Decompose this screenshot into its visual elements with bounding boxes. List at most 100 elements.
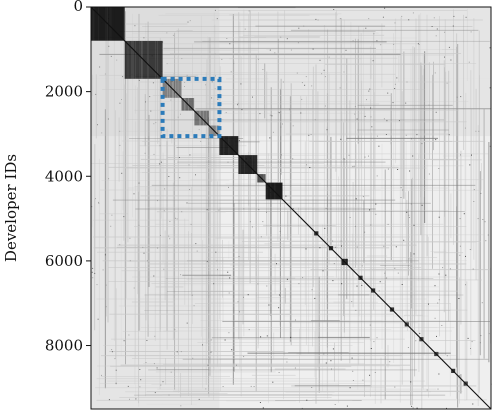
noise-speck [241, 109, 243, 111]
noise-speck [384, 7, 386, 9]
noise-speck [292, 158, 294, 160]
noise-speck [465, 255, 466, 257]
noise-speck [384, 272, 386, 274]
noise-speck [364, 115, 366, 117]
noise-speck [376, 175, 378, 177]
noise-speck [138, 80, 140, 81]
noise-speck [297, 42, 299, 44]
noise-speck [469, 164, 471, 166]
noise-speck [229, 43, 231, 45]
noise-speck [370, 348, 372, 349]
noise-speck [428, 303, 429, 305]
noise-speck [176, 218, 178, 220]
noise-speck [309, 167, 311, 168]
noise-speck [159, 163, 161, 165]
noise-speck [411, 138, 412, 140]
noise-speck [133, 193, 135, 195]
y-tick-label-0: 0 [73, 0, 83, 15]
noise-speck [311, 387, 313, 388]
noise-speck [217, 98, 219, 100]
noise-speck [286, 38, 288, 40]
noise-speck [448, 46, 450, 48]
noise-speck [228, 292, 230, 294]
noise-speck [368, 90, 370, 92]
noise-speck [397, 169, 399, 170]
noise-speck [169, 238, 171, 240]
noise-speck [188, 164, 190, 166]
noise-speck [407, 347, 409, 348]
noise-speck [472, 403, 474, 405]
noise-speck [189, 189, 190, 190]
noise-speck [478, 130, 480, 132]
noise-speck [268, 304, 270, 306]
noise-speck [91, 206, 93, 208]
noise-speck [465, 284, 466, 286]
noise-speck [296, 72, 298, 74]
noise-speck [210, 351, 212, 353]
noise-speck [111, 214, 113, 216]
noise-speck [438, 373, 440, 375]
noise-speck [445, 274, 447, 276]
noise-speck [442, 267, 444, 269]
noise-speck [174, 329, 176, 331]
noise-speck [180, 405, 182, 407]
noise-speck [160, 161, 162, 163]
noise-speck [248, 329, 250, 331]
noise-speck [166, 63, 168, 65]
noise-speck [157, 200, 158, 202]
noise-speck [458, 298, 460, 299]
noise-speck [193, 305, 195, 307]
noise-speck [142, 246, 144, 248]
noise-speck [473, 201, 475, 202]
noise-speck [98, 202, 100, 204]
noise-speck [331, 368, 332, 370]
noise-speck [421, 204, 423, 206]
noise-speck [369, 324, 371, 326]
noise-speck [408, 258, 410, 260]
noise-speck [108, 45, 110, 47]
noise-speck [279, 294, 281, 296]
noise-speck [325, 207, 327, 209]
noise-speck [143, 252, 145, 254]
noise-speck [376, 135, 378, 137]
noise-speck [395, 246, 397, 248]
noise-speck [408, 217, 410, 218]
noise-speck [157, 247, 158, 249]
noise-speck [211, 81, 213, 83]
noise-speck [152, 82, 154, 84]
noise-speck [361, 284, 363, 286]
noise-speck [215, 75, 216, 77]
noise-speck [482, 219, 484, 220]
noise-speck [170, 99, 172, 101]
noise-speck [97, 318, 99, 320]
noise-speck [300, 112, 302, 114]
noise-speck [386, 277, 388, 279]
noise-speck [227, 161, 229, 163]
noise-speck [465, 16, 467, 18]
noise-speck [269, 114, 271, 116]
noise-speck [215, 251, 217, 253]
noise-speck [470, 31, 472, 33]
noise-speck [262, 69, 264, 70]
noise-speck [290, 336, 292, 338]
noise-speck [301, 407, 303, 409]
noise-speck [231, 349, 233, 351]
noise-speck [154, 335, 156, 337]
noise-speck [282, 81, 284, 83]
noise-speck [184, 81, 186, 83]
noise-speck [346, 405, 348, 407]
noise-speck [233, 63, 235, 64]
noise-speck [487, 234, 489, 236]
plot-frame [90, 6, 492, 410]
noise-speck [260, 336, 262, 338]
noise-speck [323, 353, 325, 355]
noise-speck [181, 211, 183, 213]
noise-speck [202, 344, 203, 346]
noise-speck [289, 108, 291, 110]
noise-speck [160, 234, 161, 236]
noise-speck [289, 109, 291, 111]
noise-speck [168, 394, 170, 396]
noise-speck [253, 386, 255, 387]
noise-speck [216, 18, 218, 20]
noise-speck [280, 36, 282, 38]
